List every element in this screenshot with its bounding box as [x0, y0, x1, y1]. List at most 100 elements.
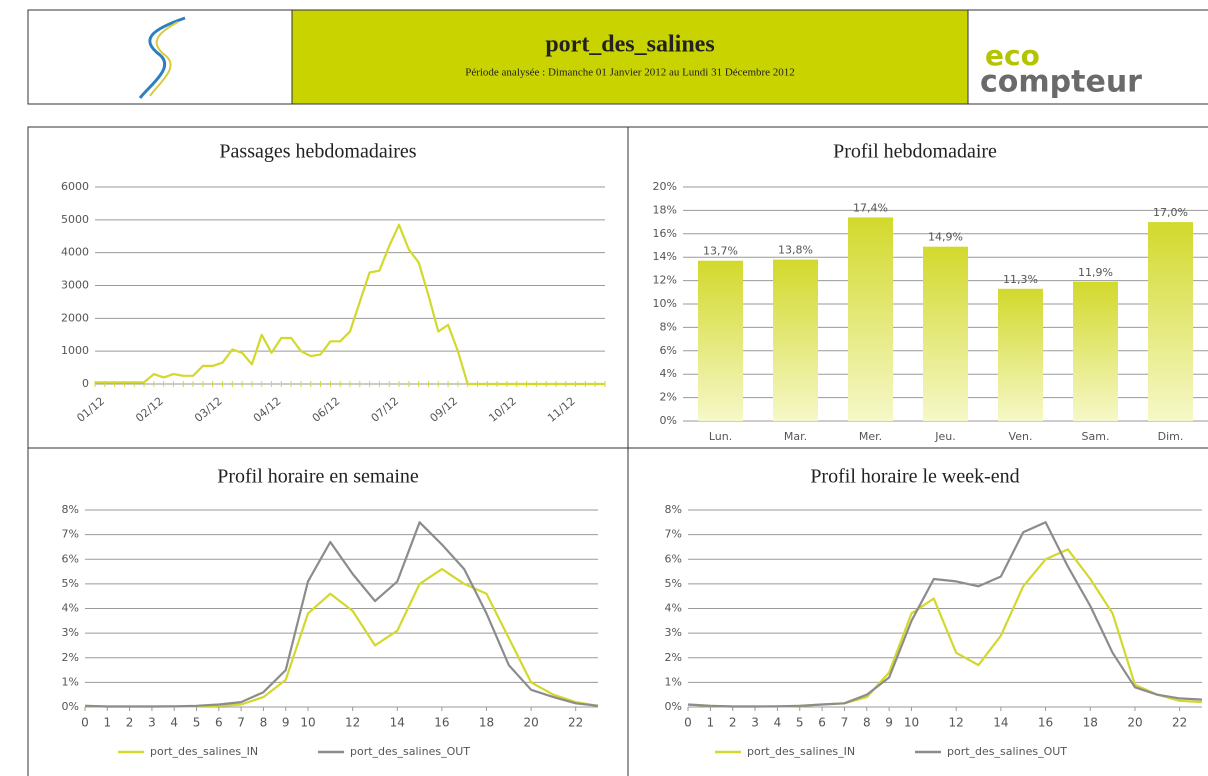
y-tick-label: 0%	[62, 700, 79, 713]
y-tick-label: 1%	[62, 675, 79, 688]
y-tick-label: 4%	[62, 602, 79, 615]
bar	[698, 260, 743, 421]
bar	[1148, 222, 1193, 421]
x-tick-label: 14	[390, 716, 405, 730]
y-tick-label: 3%	[62, 626, 79, 639]
y-tick-label: 0%	[665, 700, 682, 713]
bar-value-label: 17,0%	[1153, 206, 1188, 219]
x-tick-label: 06/12	[310, 394, 343, 424]
y-tick-label: 16%	[653, 227, 677, 240]
y-tick-label: 3000	[61, 279, 89, 292]
y-tick-label: 4000	[61, 246, 89, 259]
y-tick-label: 8%	[660, 320, 677, 333]
y-tick-label: 5000	[61, 213, 89, 226]
x-tick-label: Sam.	[1082, 430, 1110, 443]
x-tick-label: 18	[1083, 716, 1098, 730]
y-tick-label: 18%	[653, 203, 677, 216]
x-tick-label: 14	[993, 716, 1008, 730]
x-tick-label: 6	[818, 716, 826, 730]
header: port_des_salines Période analysée : Dima…	[27, 9, 1208, 105]
x-tick-label: 02/12	[133, 394, 166, 424]
y-tick-label: 1%	[665, 675, 682, 688]
y-tick-label: 2%	[665, 651, 682, 664]
page-title: port_des_salines	[545, 32, 714, 58]
left-logo-accent	[149, 21, 179, 97]
x-tick-label: 1	[707, 716, 715, 730]
x-tick-label: 5	[796, 716, 804, 730]
y-tick-label: 4%	[660, 367, 677, 380]
y-tick-label: 12%	[653, 274, 677, 287]
panel-frame	[27, 126, 1208, 776]
y-tick-label: 0	[82, 377, 89, 390]
legend-label: port_des_salines_OUT	[947, 745, 1067, 758]
y-tick-label: 5%	[665, 577, 682, 590]
x-tick-label: 03/12	[192, 394, 225, 424]
y-tick-label: 14%	[653, 250, 677, 263]
chart-title: Profil hebdomadaire	[833, 141, 997, 163]
data-line	[84, 568, 599, 708]
y-tick-label: 8%	[62, 503, 79, 516]
chart-title: Profil horaire en semaine	[217, 466, 419, 488]
x-tick-label: 10/12	[486, 394, 519, 424]
x-tick-label: 8	[863, 716, 871, 730]
x-tick-label: 10	[300, 716, 315, 730]
x-tick-label: 9	[282, 716, 290, 730]
x-tick-label: 07/12	[369, 394, 402, 424]
y-tick-label: 6%	[665, 552, 682, 565]
page-subtitle: Période analysée : Dimanche 01 Janvier 2…	[465, 67, 795, 79]
x-tick-label: 7	[841, 716, 849, 730]
legend-label: port_des_salines_IN	[747, 745, 855, 758]
y-tick-label: 2%	[660, 391, 677, 404]
x-tick-label: 0	[81, 716, 89, 730]
data-line	[687, 521, 1203, 708]
x-tick-label: 09/12	[427, 394, 460, 424]
y-tick-label: 7%	[62, 528, 79, 541]
y-tick-label: 2%	[62, 651, 79, 664]
x-tick-label: 11/12	[545, 394, 578, 424]
y-tick-label: 4%	[665, 602, 682, 615]
x-tick-label: 6	[215, 716, 223, 730]
y-tick-label: 20%	[653, 180, 677, 193]
y-tick-label: 7%	[665, 528, 682, 541]
x-tick-label: 3	[148, 716, 156, 730]
data-line	[95, 223, 605, 386]
y-tick-label: 1000	[61, 344, 89, 357]
y-tick-label: 6%	[62, 552, 79, 565]
x-tick-label: 5	[193, 716, 201, 730]
x-tick-label: 0	[684, 716, 692, 730]
bar	[998, 288, 1043, 421]
bar-value-label: 14,9%	[928, 231, 963, 244]
y-tick-label: 10%	[653, 297, 677, 310]
x-tick-label: 18	[479, 716, 494, 730]
y-tick-label: 6%	[660, 344, 677, 357]
x-tick-label: 04/12	[251, 394, 284, 424]
chart-title: Profil horaire le week-end	[810, 466, 1019, 488]
y-tick-label: 6000	[61, 180, 89, 193]
x-tick-label: 20	[1127, 716, 1142, 730]
legend-label: port_des_salines_OUT	[350, 745, 470, 758]
bar-value-label: 11,9%	[1078, 266, 1113, 279]
legend-label: port_des_salines_IN	[150, 745, 258, 758]
x-tick-label: 20	[523, 716, 538, 730]
x-tick-label: 4	[170, 716, 178, 730]
x-tick-label: 22	[568, 716, 583, 730]
x-tick-label: 1	[103, 716, 111, 730]
y-tick-label: 2000	[61, 311, 89, 324]
x-tick-label: Mar.	[784, 430, 807, 443]
x-tick-label: 16	[434, 716, 449, 730]
x-tick-label: Lun.	[709, 430, 732, 443]
x-tick-label: 3	[751, 716, 759, 730]
y-tick-label: 8%	[665, 503, 682, 516]
bar-value-label: 17,4%	[853, 201, 888, 214]
y-tick-label: 0%	[660, 414, 677, 427]
x-tick-label: Mer.	[859, 430, 882, 443]
bar	[923, 246, 968, 421]
bar	[773, 259, 818, 421]
x-tick-label: 22	[1172, 716, 1187, 730]
x-tick-label: 7	[237, 716, 245, 730]
bar-value-label: 13,8%	[778, 244, 813, 257]
logo-text: compteur	[980, 65, 1142, 100]
y-tick-label: 5%	[62, 577, 79, 590]
data-line	[84, 521, 599, 708]
